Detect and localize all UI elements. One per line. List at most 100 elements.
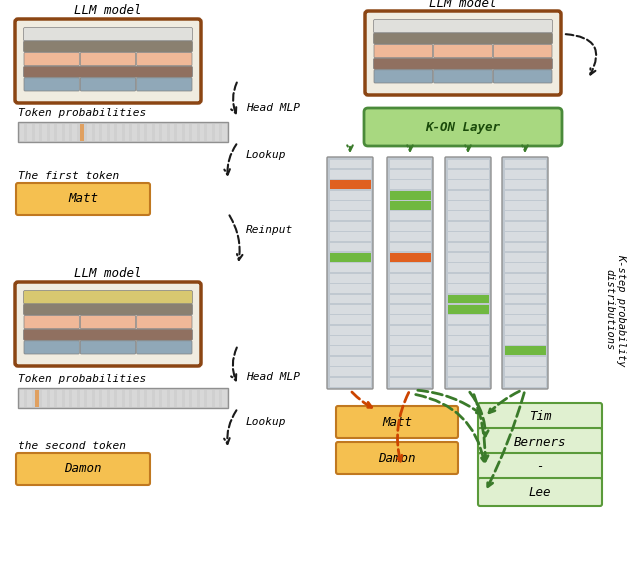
FancyBboxPatch shape	[478, 403, 602, 431]
Bar	[504, 357, 545, 366]
Bar	[330, 211, 371, 220]
Text: Matt: Matt	[68, 192, 98, 206]
FancyBboxPatch shape	[24, 52, 79, 66]
FancyBboxPatch shape	[24, 329, 193, 340]
Bar	[95, 389, 99, 407]
Bar	[330, 305, 371, 314]
Bar	[447, 274, 488, 283]
Bar	[390, 263, 431, 272]
Bar	[447, 367, 488, 376]
Bar	[117, 123, 122, 141]
Text: -: -	[536, 460, 544, 473]
Bar	[19, 389, 24, 407]
FancyBboxPatch shape	[24, 290, 193, 304]
Bar	[504, 242, 545, 252]
FancyBboxPatch shape	[81, 78, 136, 91]
FancyBboxPatch shape	[336, 442, 458, 474]
FancyBboxPatch shape	[374, 20, 552, 33]
FancyBboxPatch shape	[137, 316, 192, 329]
Bar	[87, 389, 92, 407]
FancyBboxPatch shape	[445, 157, 491, 389]
Text: LLM model: LLM model	[74, 4, 141, 17]
Bar	[330, 253, 371, 262]
Bar	[504, 367, 545, 376]
Bar	[504, 274, 545, 283]
Text: Token probabilities: Token probabilities	[18, 374, 147, 384]
Bar	[109, 123, 114, 141]
Bar	[222, 123, 227, 141]
Text: Lookup: Lookup	[246, 417, 287, 427]
Bar	[132, 123, 136, 141]
FancyBboxPatch shape	[364, 108, 562, 146]
Bar	[192, 389, 196, 407]
Bar	[109, 389, 114, 407]
Bar	[95, 123, 99, 141]
Bar	[504, 325, 545, 335]
FancyBboxPatch shape	[24, 66, 193, 77]
Text: LLM model: LLM model	[74, 267, 141, 280]
Bar	[132, 389, 136, 407]
Bar	[330, 325, 371, 335]
Bar	[330, 242, 371, 252]
Bar	[177, 123, 182, 141]
FancyBboxPatch shape	[387, 157, 433, 389]
Bar	[154, 389, 159, 407]
Bar	[390, 315, 431, 324]
Bar	[504, 211, 545, 220]
Bar	[504, 222, 545, 231]
Bar	[330, 315, 371, 324]
Bar	[57, 389, 61, 407]
Bar	[447, 357, 488, 366]
FancyBboxPatch shape	[493, 44, 552, 58]
Bar	[184, 123, 189, 141]
Bar	[207, 389, 211, 407]
FancyBboxPatch shape	[81, 52, 136, 66]
Bar	[447, 294, 488, 304]
Bar	[504, 180, 545, 189]
FancyBboxPatch shape	[24, 341, 79, 354]
Bar	[330, 201, 371, 210]
FancyBboxPatch shape	[478, 453, 602, 481]
Bar	[447, 325, 488, 335]
Bar	[65, 389, 69, 407]
Bar	[330, 284, 371, 293]
FancyBboxPatch shape	[137, 341, 192, 354]
Bar	[87, 123, 92, 141]
Bar	[390, 180, 431, 189]
Bar	[390, 242, 431, 252]
Bar	[447, 232, 488, 241]
FancyBboxPatch shape	[336, 406, 458, 438]
Bar	[504, 305, 545, 314]
Bar	[330, 263, 371, 272]
Bar	[447, 284, 488, 293]
Bar	[504, 160, 545, 168]
Bar	[27, 123, 31, 141]
Bar	[79, 123, 84, 141]
Bar	[330, 170, 371, 179]
Bar	[504, 336, 545, 345]
Bar	[102, 123, 106, 141]
Bar	[207, 123, 211, 141]
Bar	[504, 263, 545, 272]
Bar	[72, 123, 77, 141]
Bar	[125, 389, 129, 407]
FancyBboxPatch shape	[327, 157, 373, 389]
Bar	[390, 170, 431, 179]
FancyBboxPatch shape	[478, 428, 602, 456]
Bar	[504, 201, 545, 210]
Text: Reinput: Reinput	[246, 225, 293, 235]
Bar	[102, 389, 106, 407]
FancyBboxPatch shape	[365, 11, 561, 95]
Bar	[504, 232, 545, 241]
Bar	[447, 191, 488, 199]
Text: Damon: Damon	[378, 452, 416, 464]
Bar	[447, 201, 488, 210]
FancyBboxPatch shape	[24, 41, 193, 52]
Bar	[390, 222, 431, 231]
Bar	[57, 123, 61, 141]
Bar	[390, 378, 431, 386]
Bar	[140, 123, 144, 141]
FancyBboxPatch shape	[374, 58, 552, 69]
Text: Lee: Lee	[529, 486, 551, 498]
FancyBboxPatch shape	[478, 478, 602, 506]
